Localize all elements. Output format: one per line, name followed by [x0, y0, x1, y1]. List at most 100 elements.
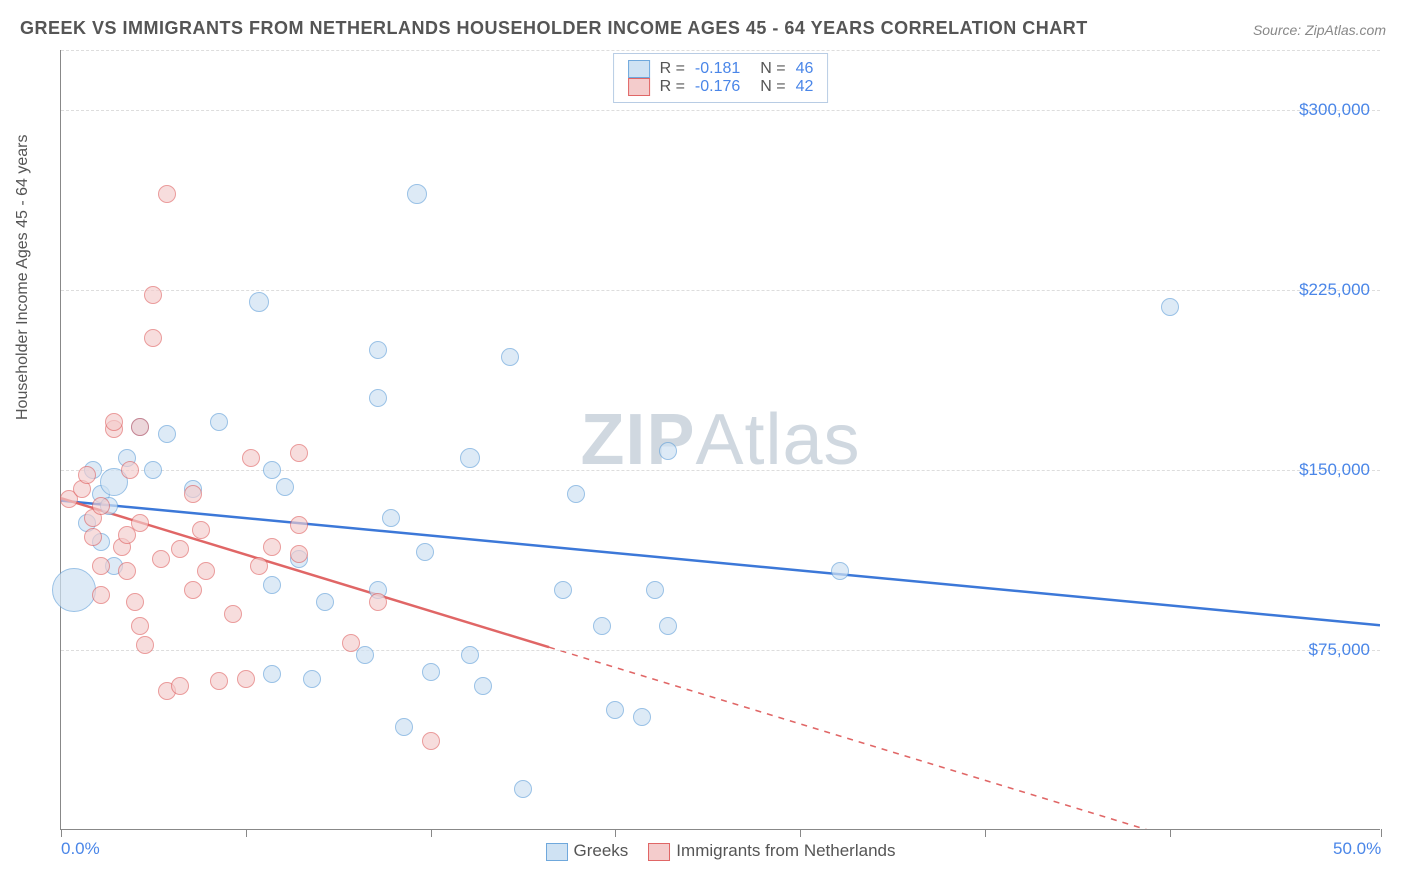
data-point: [136, 636, 154, 654]
data-point: [158, 185, 176, 203]
data-point: [131, 617, 149, 635]
x-tick: [61, 829, 62, 837]
data-point: [171, 540, 189, 558]
y-tick-label: $150,000: [1299, 460, 1370, 480]
data-point: [514, 780, 532, 798]
watermark: ZIPAtlas: [580, 399, 860, 481]
source-attribution: Source: ZipAtlas.com: [1253, 22, 1386, 38]
data-point: [460, 448, 480, 468]
r-label: R =: [660, 60, 685, 78]
x-tick: [800, 829, 801, 837]
data-point: [276, 478, 294, 496]
data-point: [1161, 298, 1179, 316]
legend-swatch: [628, 78, 650, 96]
data-point: [831, 562, 849, 580]
data-point: [242, 449, 260, 467]
data-point: [144, 461, 162, 479]
n-label: N =: [760, 60, 785, 78]
data-point: [210, 672, 228, 690]
y-tick-label: $75,000: [1309, 640, 1370, 660]
data-point: [303, 670, 321, 688]
data-point: [342, 634, 360, 652]
data-point: [184, 485, 202, 503]
data-point: [369, 341, 387, 359]
data-point: [369, 389, 387, 407]
legend-swatch: [628, 60, 650, 78]
n-value: 46: [796, 60, 814, 78]
x-tick: [431, 829, 432, 837]
data-point: [131, 418, 149, 436]
data-point: [290, 545, 308, 563]
data-point: [92, 557, 110, 575]
data-point: [144, 286, 162, 304]
legend-swatch: [546, 843, 568, 861]
x-tick: [615, 829, 616, 837]
y-axis-label: Householder Income Ages 45 - 64 years: [14, 135, 32, 421]
data-point: [407, 184, 427, 204]
x-tick: [985, 829, 986, 837]
data-point: [131, 514, 149, 532]
data-point: [461, 646, 479, 664]
data-point: [646, 581, 664, 599]
data-point: [263, 576, 281, 594]
x-tick: [1170, 829, 1171, 837]
data-point: [554, 581, 572, 599]
data-point: [593, 617, 611, 635]
data-point: [84, 528, 102, 546]
data-point: [501, 348, 519, 366]
x-tick: [246, 829, 247, 837]
data-point: [382, 509, 400, 527]
data-point: [171, 677, 189, 695]
data-point: [606, 701, 624, 719]
data-point: [290, 444, 308, 462]
data-point: [92, 497, 110, 515]
data-point: [659, 442, 677, 460]
data-point: [158, 425, 176, 443]
data-point: [422, 732, 440, 750]
data-point: [250, 557, 268, 575]
watermark-bold: ZIP: [580, 400, 695, 480]
data-point: [92, 586, 110, 604]
data-point: [105, 413, 123, 431]
watermark-light: Atlas: [695, 400, 860, 480]
data-point: [192, 521, 210, 539]
chart-title: GREEK VS IMMIGRANTS FROM NETHERLANDS HOU…: [20, 18, 1088, 39]
gridline-h: [61, 650, 1380, 651]
data-point: [152, 550, 170, 568]
data-point: [224, 605, 242, 623]
y-tick-label: $300,000: [1299, 100, 1370, 120]
n-value: 42: [796, 78, 814, 96]
data-point: [290, 516, 308, 534]
legend-swatch: [648, 843, 670, 861]
data-point: [237, 670, 255, 688]
data-point: [422, 663, 440, 681]
data-point: [633, 708, 651, 726]
data-point: [78, 466, 96, 484]
data-point: [263, 461, 281, 479]
trend-lines: [61, 50, 1380, 829]
gridline-h: [61, 470, 1380, 471]
data-point: [659, 617, 677, 635]
gridline-h: [61, 110, 1380, 111]
legend-item: Greeks: [546, 841, 629, 861]
data-point: [316, 593, 334, 611]
data-point: [184, 581, 202, 599]
x-tick-label: 50.0%: [1333, 839, 1381, 859]
correlation-row: R =-0.181N =46: [628, 60, 814, 78]
series-legend: Greeks Immigrants from Netherlands: [546, 841, 896, 861]
data-point: [210, 413, 228, 431]
x-tick: [1381, 829, 1382, 837]
data-point: [52, 568, 96, 612]
r-value: -0.176: [695, 78, 740, 96]
legend-label: Immigrants from Netherlands: [676, 841, 895, 860]
legend-label: Greeks: [574, 841, 629, 860]
correlation-row: R =-0.176N =42: [628, 78, 814, 96]
data-point: [118, 562, 136, 580]
y-tick-label: $225,000: [1299, 280, 1370, 300]
legend-item: Immigrants from Netherlands: [648, 841, 895, 861]
data-point: [395, 718, 413, 736]
gridline-h: [61, 290, 1380, 291]
correlation-legend: R =-0.181N =46R =-0.176N =42: [613, 53, 829, 103]
data-point: [249, 292, 269, 312]
data-point: [474, 677, 492, 695]
